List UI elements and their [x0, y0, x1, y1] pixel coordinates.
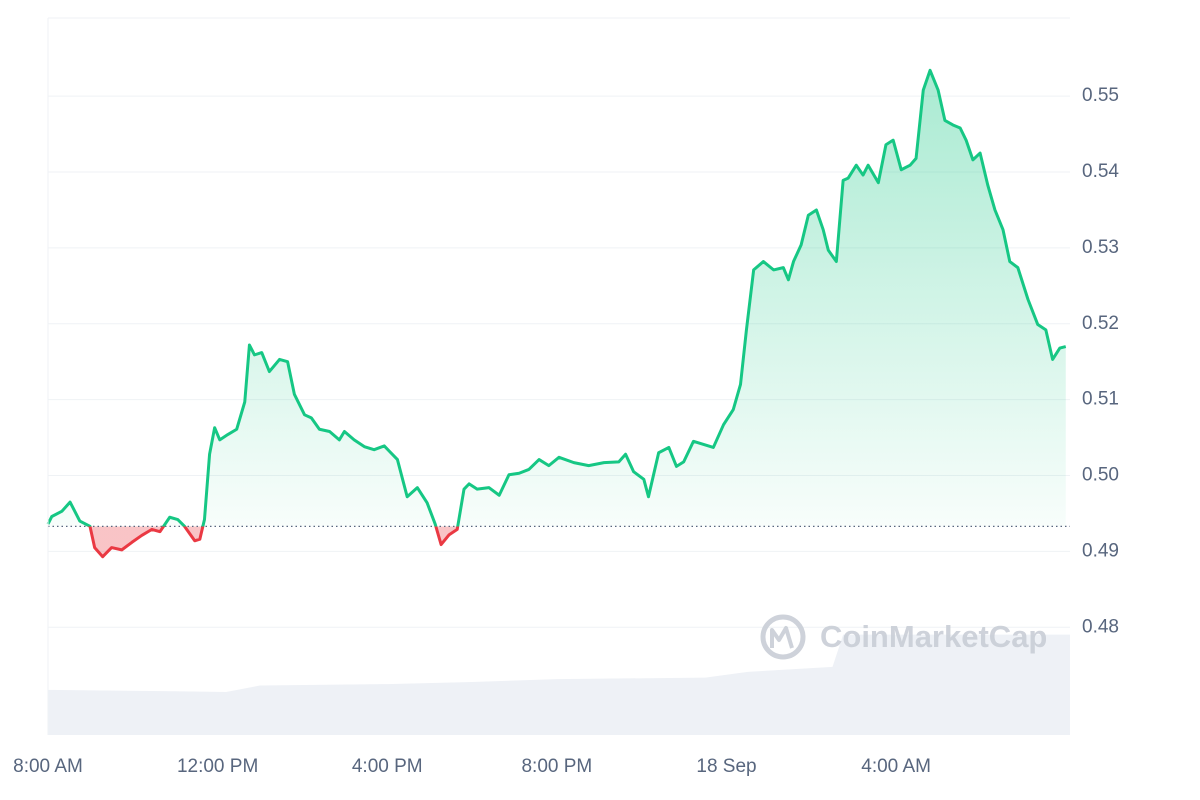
x-tick-label: 18 Sep — [696, 756, 756, 777]
price-area — [48, 70, 1066, 557]
watermark-logo — [760, 614, 806, 660]
x-tick-label: 8:00 PM — [521, 756, 592, 777]
y-tick-label: 0.52 — [1082, 313, 1119, 334]
y-tick-label: 0.50 — [1082, 465, 1119, 486]
y-tick-label: 0.54 — [1082, 161, 1119, 182]
y-tick-label: 0.51 — [1082, 389, 1119, 410]
x-tick-label: 12:00 PM — [177, 756, 258, 777]
x-tick-label: 4:00 PM — [352, 756, 423, 777]
x-tick-label: 8:00 AM — [13, 756, 83, 777]
volume-area — [48, 634, 1070, 735]
x-tick-label: 4:00 AM — [861, 756, 931, 777]
y-tick-label: 0.48 — [1082, 616, 1119, 637]
y-tick-label: 0.53 — [1082, 237, 1119, 258]
price-line — [46, 68, 1067, 559]
watermark-logo-mark — [770, 626, 794, 649]
y-tick-label: 0.55 — [1082, 85, 1119, 106]
y-tick-label: 0.49 — [1082, 540, 1119, 561]
watermark: CoinMarketCap — [820, 619, 1047, 654]
